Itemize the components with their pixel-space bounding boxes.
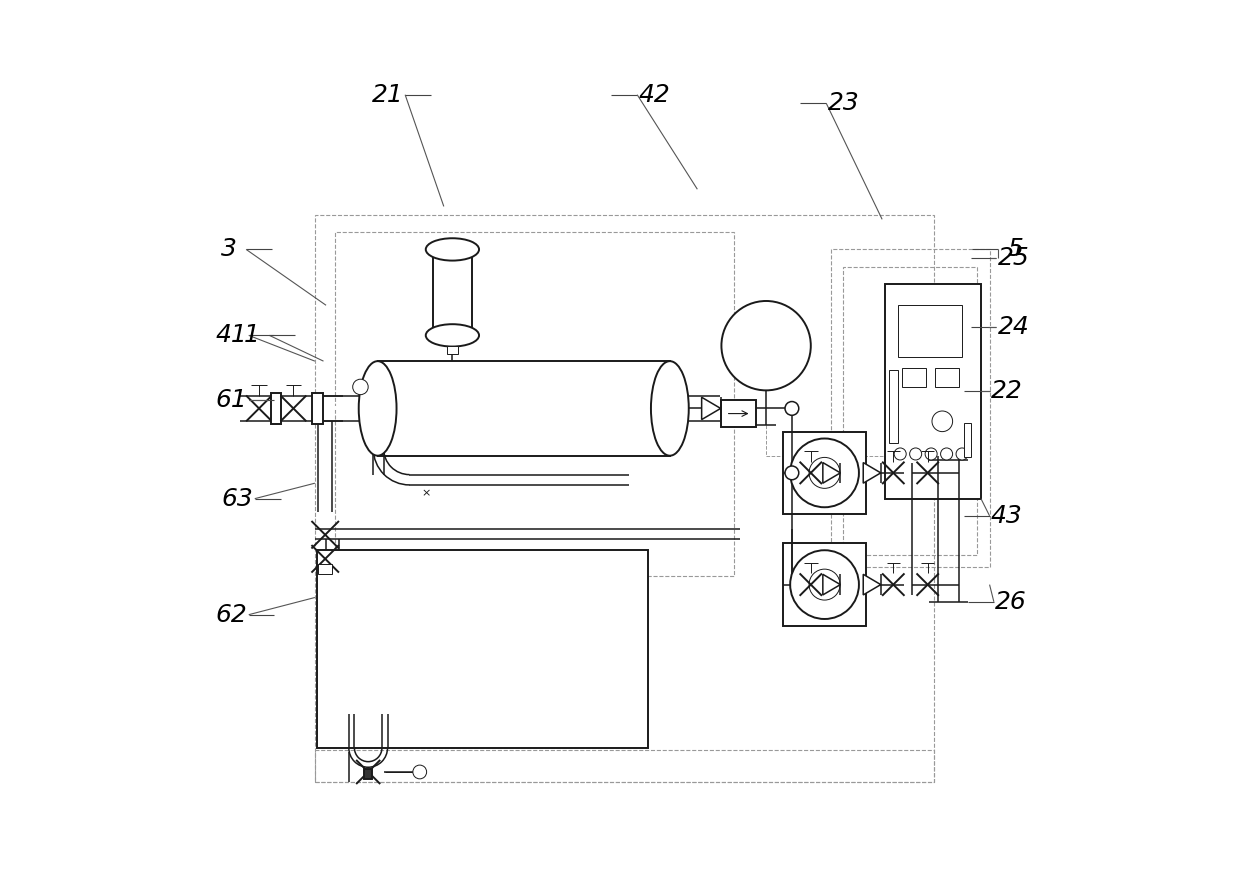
Circle shape bbox=[925, 448, 937, 460]
Polygon shape bbox=[823, 462, 841, 483]
Bar bbox=[363, 768, 372, 779]
Text: 42: 42 bbox=[639, 82, 671, 107]
Circle shape bbox=[785, 466, 799, 480]
Text: 61: 61 bbox=[216, 388, 248, 412]
Bar bbox=[272, 393, 281, 424]
Text: ×: × bbox=[422, 488, 432, 498]
Bar bbox=[831, 249, 990, 567]
Bar bbox=[901, 368, 926, 387]
Circle shape bbox=[808, 569, 839, 600]
Text: 24: 24 bbox=[998, 315, 1029, 339]
Bar bbox=[433, 249, 472, 335]
Polygon shape bbox=[823, 574, 841, 595]
Bar bbox=[722, 400, 756, 427]
Bar bbox=[963, 423, 971, 458]
Ellipse shape bbox=[425, 324, 479, 346]
Bar bbox=[335, 232, 734, 576]
Text: 63: 63 bbox=[222, 487, 253, 510]
Text: 23: 23 bbox=[827, 91, 859, 115]
Text: 41: 41 bbox=[216, 324, 248, 347]
Circle shape bbox=[894, 448, 906, 460]
Circle shape bbox=[932, 411, 952, 431]
Bar bbox=[889, 370, 898, 443]
Bar bbox=[843, 267, 977, 554]
Bar bbox=[378, 361, 670, 456]
Circle shape bbox=[790, 438, 859, 507]
Bar bbox=[317, 550, 649, 748]
Bar bbox=[884, 284, 981, 499]
Ellipse shape bbox=[358, 361, 397, 456]
Text: 1: 1 bbox=[244, 324, 260, 347]
Circle shape bbox=[790, 550, 859, 619]
Text: 26: 26 bbox=[996, 590, 1027, 614]
Bar bbox=[315, 215, 934, 782]
Ellipse shape bbox=[425, 239, 479, 260]
Polygon shape bbox=[702, 397, 720, 419]
Circle shape bbox=[956, 448, 968, 460]
Bar bbox=[312, 393, 322, 424]
Bar bbox=[784, 431, 866, 514]
Bar bbox=[315, 750, 934, 782]
Bar bbox=[784, 544, 866, 626]
Polygon shape bbox=[863, 574, 880, 595]
Text: 21: 21 bbox=[372, 82, 404, 107]
Ellipse shape bbox=[651, 361, 688, 456]
Circle shape bbox=[722, 301, 811, 390]
Bar bbox=[898, 305, 962, 357]
Text: 22: 22 bbox=[991, 379, 1023, 403]
Text: 25: 25 bbox=[998, 246, 1029, 270]
Bar bbox=[319, 564, 332, 574]
Text: 43: 43 bbox=[991, 504, 1023, 528]
Circle shape bbox=[941, 448, 952, 460]
Polygon shape bbox=[863, 462, 880, 483]
Circle shape bbox=[808, 458, 839, 488]
Circle shape bbox=[352, 379, 368, 395]
Bar bbox=[448, 346, 458, 354]
Text: 3: 3 bbox=[221, 238, 237, 261]
Text: 5: 5 bbox=[1007, 238, 1023, 261]
Bar bbox=[935, 368, 959, 387]
Text: 62: 62 bbox=[216, 602, 248, 627]
Circle shape bbox=[910, 448, 921, 460]
Circle shape bbox=[413, 765, 427, 779]
Circle shape bbox=[785, 402, 799, 416]
